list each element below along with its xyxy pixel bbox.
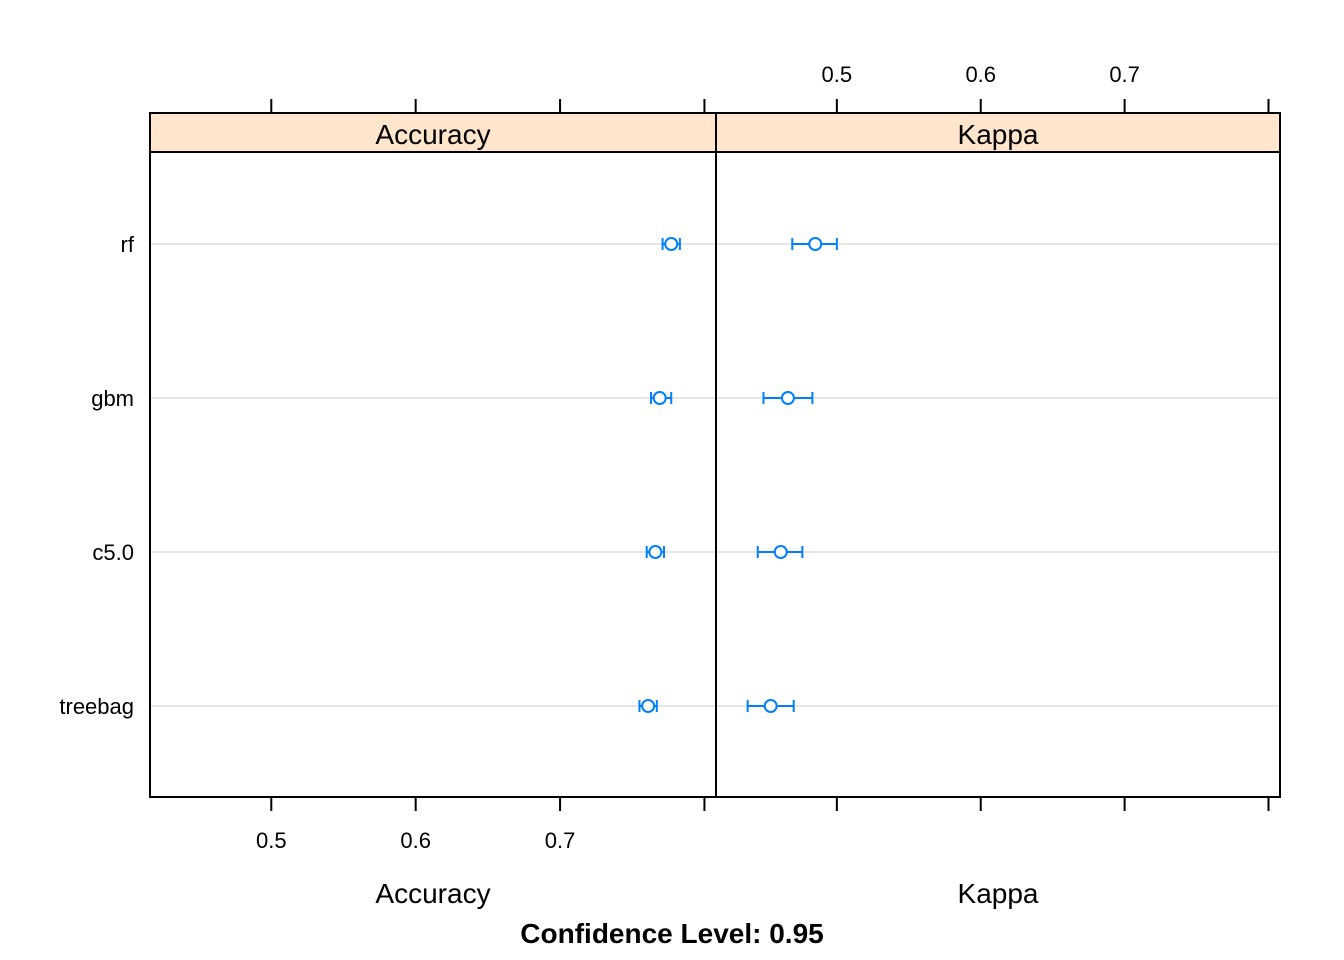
kappa-panel-frame: [715, 151, 1281, 798]
confidence-level-footer: Confidence Level: 0.95: [520, 918, 823, 949]
category-label-gbm: gbm: [91, 386, 134, 411]
accuracy-strip-label: Accuracy: [375, 119, 490, 150]
accuracy-tick-label: 0.7: [545, 828, 576, 853]
accuracy-axis-title: Accuracy: [375, 878, 490, 909]
kappa-gbm-point: [780, 391, 795, 405]
category-label-rf: rf: [121, 232, 135, 257]
kappa-tick-label: 0.5: [822, 62, 853, 87]
category-label-c5-0: c5.0: [92, 540, 134, 565]
accuracy-rf-point: [664, 237, 679, 251]
kappa-c5-0-point: [773, 545, 788, 559]
panels: Accuracy 0.5 0.6 0.7 Accuracy Kappa 0.5 0.6 0.7 K…: [149, 62, 1281, 909]
accuracy-gbm-point: [652, 391, 667, 405]
kappa-rf-point: [808, 237, 823, 251]
kappa-tick-label: 0.6: [965, 62, 996, 87]
accuracy-panel-frame: [149, 151, 717, 798]
accuracy-strip: [149, 112, 717, 153]
category-labels: rf gbm c5.0 treebag: [59, 232, 134, 719]
kappa-strip-label: Kappa: [958, 119, 1039, 150]
kappa-treebag-point: [763, 699, 778, 713]
accuracy-tick-label: 0.5: [256, 828, 287, 853]
kappa-axis-title: Kappa: [958, 878, 1039, 909]
accuracy-treebag-point: [641, 699, 656, 713]
accuracy-c5-0-point: [648, 545, 663, 559]
accuracy-tick-label: 0.6: [400, 828, 431, 853]
category-label-treebag: treebag: [59, 694, 134, 719]
kappa-tick-label: 0.7: [1109, 62, 1140, 87]
